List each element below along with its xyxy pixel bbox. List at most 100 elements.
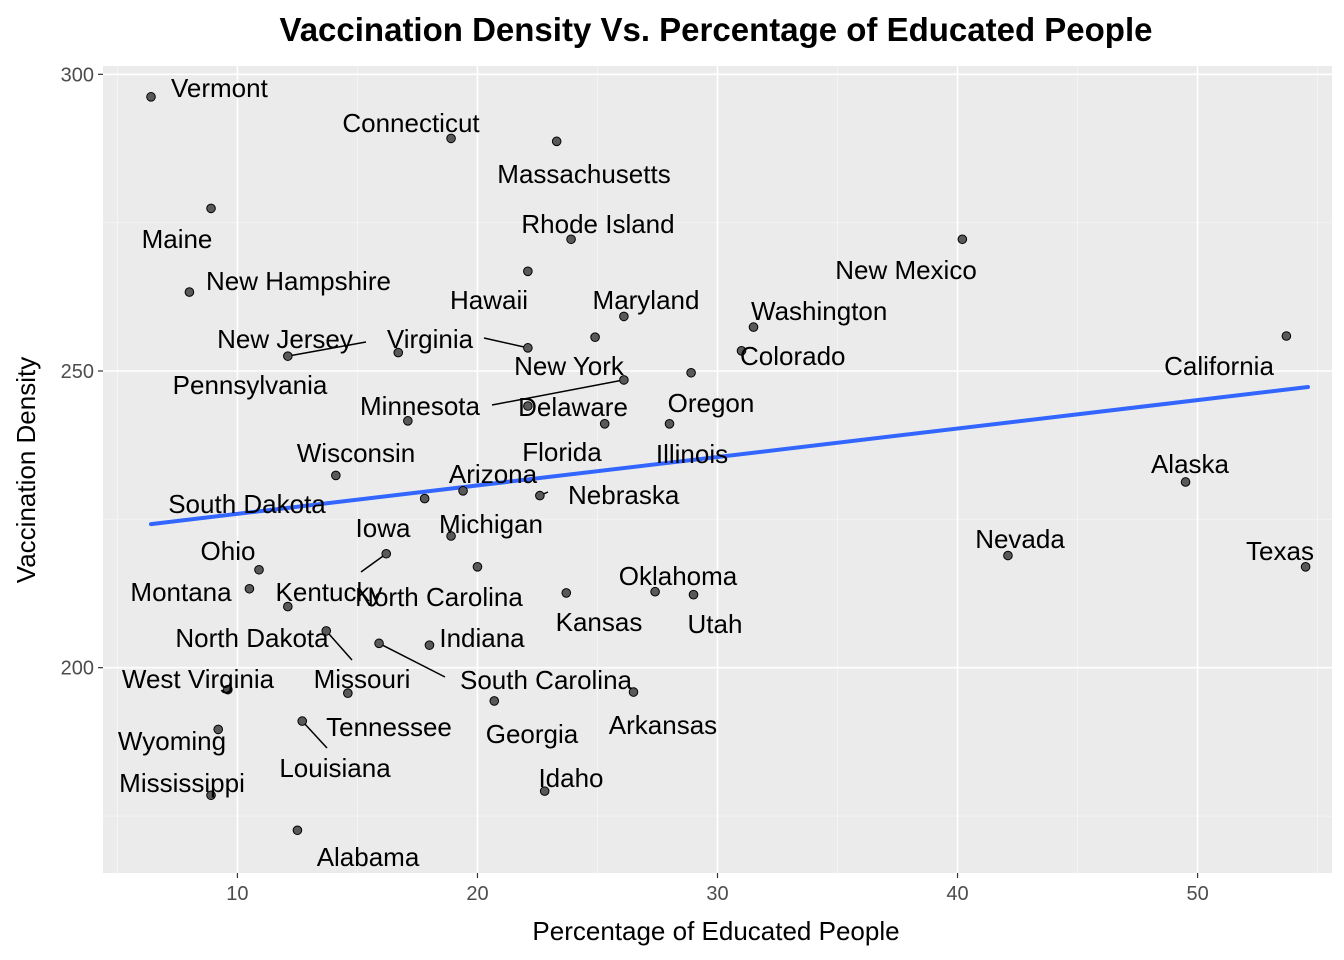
data-point — [664, 419, 675, 429]
data-point — [551, 136, 562, 147]
point-label: Delaware — [518, 392, 628, 422]
point-labels: Vermont Connecticut Massachusetts Maine Rhod… — [118, 73, 1314, 872]
data-point — [283, 351, 293, 361]
data-point — [619, 375, 629, 385]
point-label: Nevada — [975, 524, 1065, 554]
point-label: Michigan — [439, 509, 543, 539]
data-point — [650, 586, 660, 597]
point-label: California — [1164, 351, 1274, 381]
point-label: South Dakota — [168, 489, 326, 519]
point-label: Iowa — [356, 513, 411, 543]
data-point — [283, 601, 293, 612]
x-tick-label: 40 — [946, 883, 968, 905]
data-point — [446, 531, 456, 541]
leader-line — [378, 642, 446, 678]
data-points — [146, 92, 1311, 836]
point-label: Indiana — [439, 623, 525, 653]
data-point — [736, 346, 747, 356]
point-label: Hawaii — [450, 285, 528, 315]
point-label: Mississippi — [119, 768, 245, 798]
label-leader-lines — [287, 337, 625, 749]
point-label: Montana — [130, 577, 232, 607]
point-label: Wisconsin — [297, 438, 415, 468]
point-label: Wyoming — [118, 726, 226, 756]
data-point — [321, 626, 332, 636]
trend-line — [149, 385, 1310, 527]
point-label: Massachusetts — [497, 159, 670, 189]
point-label: Alaska — [1151, 449, 1230, 479]
point-label: Colorado — [740, 341, 846, 371]
point-label: Vermont — [171, 73, 269, 103]
leader-line — [287, 341, 367, 357]
leader-line — [360, 553, 387, 573]
point-label: New Mexico — [835, 255, 977, 285]
point-label: North Carolina — [355, 582, 523, 612]
y-tick-label: 200 — [61, 658, 94, 680]
data-point — [292, 825, 303, 836]
data-point — [424, 640, 435, 650]
point-label: Arkansas — [609, 710, 717, 740]
leader-line — [491, 379, 625, 406]
point-label: Nebraska — [568, 480, 680, 510]
point-label: New Jersey — [217, 324, 353, 354]
data-point — [146, 92, 156, 102]
point-label: Idaho — [538, 763, 603, 793]
point-label: Illinois — [656, 439, 728, 469]
data-point — [599, 419, 610, 429]
point-label: Washington — [751, 296, 887, 326]
data-point — [244, 583, 255, 594]
point-label: New York — [514, 351, 625, 381]
data-point — [748, 322, 759, 332]
trend-line-layer — [149, 385, 1310, 527]
point-label: Florida — [522, 437, 602, 467]
x-axis-title: Percentage of Educated People — [532, 916, 899, 946]
data-point — [206, 790, 216, 801]
data-point — [566, 234, 576, 245]
point-label: Rhode Island — [521, 209, 674, 239]
point-label: Louisiana — [279, 753, 391, 783]
data-point — [539, 786, 550, 796]
y-axis-title: Vaccination Density — [11, 357, 41, 583]
point-label: Georgia — [486, 719, 579, 749]
point-label: Missouri — [314, 664, 411, 694]
data-point — [535, 490, 545, 501]
point-label: Ohio — [201, 536, 256, 566]
y-tick-label: 250 — [61, 361, 94, 383]
data-point — [523, 343, 533, 353]
point-label: West Virginia — [122, 664, 275, 694]
data-point — [254, 564, 264, 575]
point-label: Texas — [1246, 536, 1314, 566]
x-tick-label: 10 — [226, 883, 248, 905]
axes: 10 20 30 40 50 200 250 300 — [61, 64, 1209, 905]
data-point — [561, 588, 572, 598]
point-label: Maine — [142, 224, 213, 254]
data-point — [446, 133, 456, 144]
data-point — [403, 416, 413, 426]
data-point — [686, 367, 696, 378]
data-point — [523, 266, 533, 277]
point-label: Oregon — [668, 388, 755, 418]
data-point — [343, 688, 353, 699]
point-label: New Hampshire — [206, 266, 391, 296]
data-point — [489, 696, 500, 706]
data-point — [393, 347, 404, 358]
data-point — [523, 401, 533, 411]
point-label: South Carolina — [460, 665, 633, 695]
point-label: Utah — [688, 609, 743, 639]
point-label: Arizona — [449, 459, 538, 489]
data-point — [223, 684, 233, 695]
data-point — [381, 548, 392, 559]
data-point — [472, 562, 483, 572]
y-tick-label: 300 — [61, 64, 94, 86]
x-tick-label: 30 — [706, 883, 728, 905]
point-label: Minnesota — [360, 391, 480, 421]
x-tick-label: 20 — [466, 883, 488, 905]
point-label: Alabama — [317, 842, 420, 872]
leader-line — [325, 630, 353, 661]
data-point — [331, 470, 341, 481]
data-point — [590, 332, 600, 342]
data-point — [206, 203, 216, 214]
data-point — [374, 638, 384, 649]
